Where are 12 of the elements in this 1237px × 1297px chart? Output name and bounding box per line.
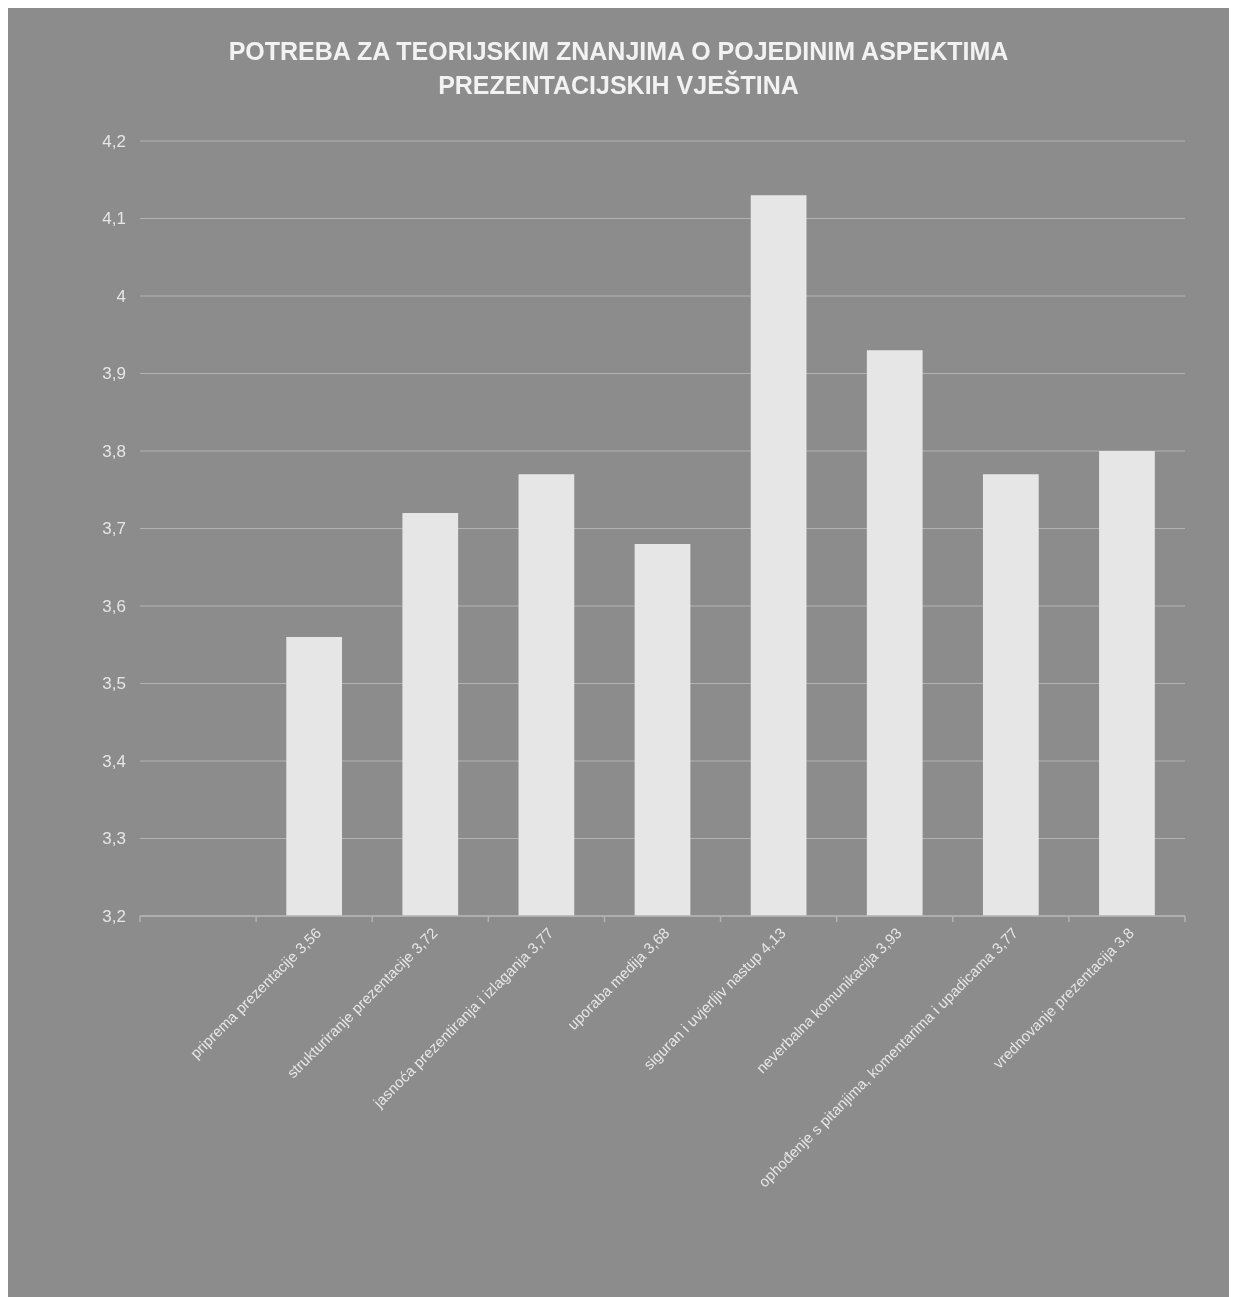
y-tick-label: 4,2	[102, 131, 126, 151]
y-tick-label: 3,6	[102, 596, 126, 616]
y-tick-label: 3,3	[102, 829, 126, 849]
y-tick-label: 3,9	[102, 364, 126, 384]
y-tick-label: 4	[116, 286, 126, 306]
y-tick-label: 3,2	[102, 906, 126, 926]
chart-title: POTREBA ZA TEORIJSKIM ZNANJIMA O POJEDINIM ASPEKTIMA PREZENTACIJSKIH VJEŠTINA	[228, 37, 1009, 99]
y-tick-label: 3,5	[102, 674, 126, 694]
y-tick-label: 3,7	[102, 519, 126, 539]
y-tick-label: 3,8	[102, 441, 126, 461]
y-tick-label: 3,4	[102, 751, 126, 771]
y-tick-label: 4,1	[102, 209, 126, 229]
